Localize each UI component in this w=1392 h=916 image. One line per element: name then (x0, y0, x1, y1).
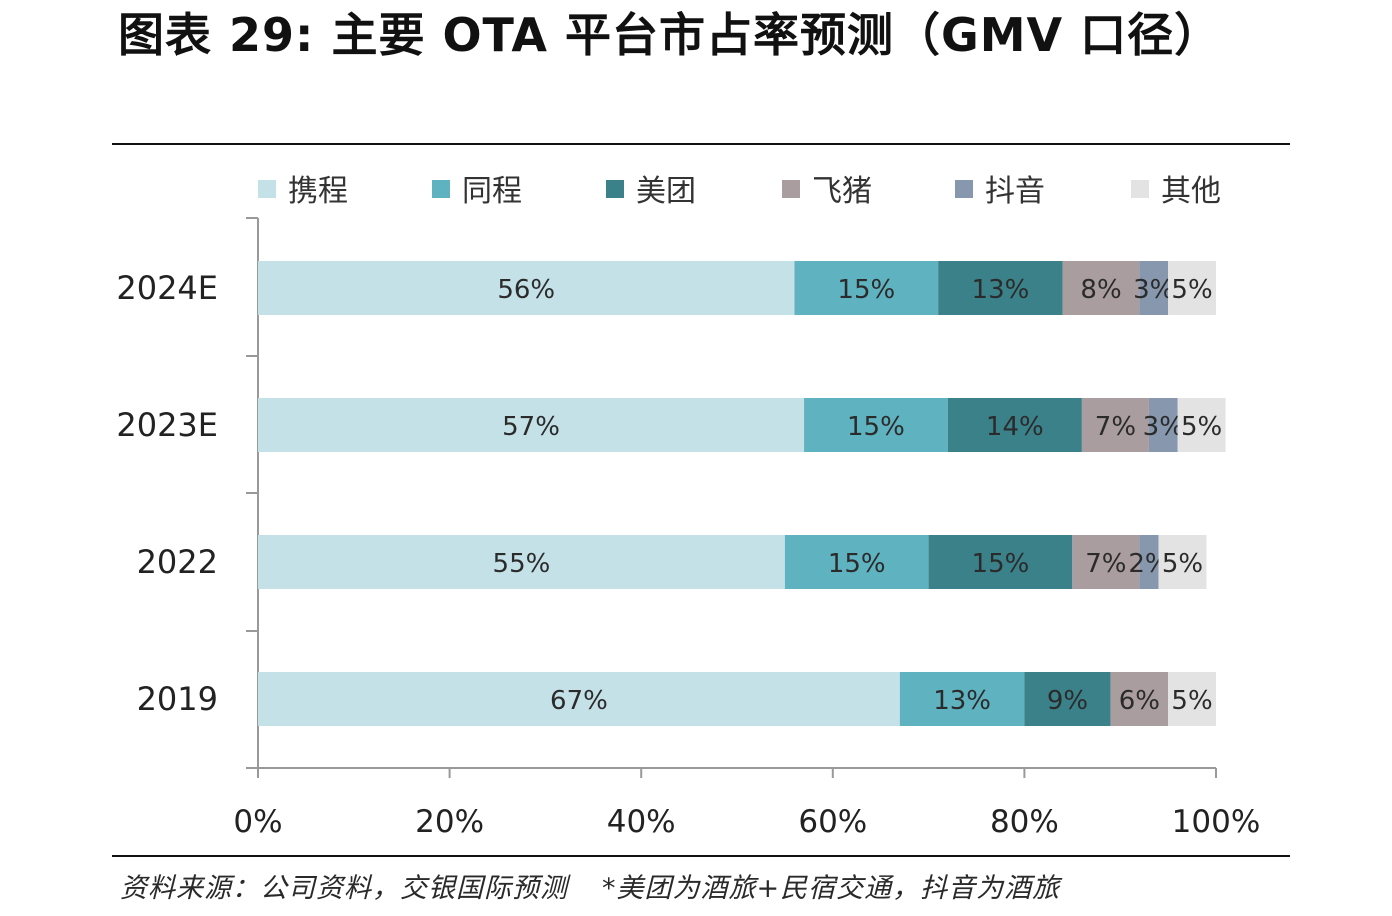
bar-2024e-s5 (1139, 261, 1169, 315)
legend-swatch-3 (606, 180, 624, 198)
bar-label-2022-s4: 7% (1085, 549, 1126, 579)
x-tick-label-40: 40% (607, 804, 676, 840)
bar-label-2019-s2: 13% (933, 686, 991, 716)
x-tick-label-0: 0% (233, 804, 282, 840)
legend-swatch-5 (955, 180, 973, 198)
bar-label-2023e-s4: 7% (1095, 412, 1136, 442)
bar-label-2023e-s5: 3% (1143, 412, 1184, 442)
bar-label-2023e-s2: 15% (847, 412, 905, 442)
bar-label-2019-s3: 9% (1047, 686, 1088, 716)
bar-2024e-s2 (794, 261, 939, 315)
legend-swatch-4 (782, 180, 800, 198)
bar-label-2022-s1: 55% (493, 549, 551, 579)
category-label-2019: 2019 (137, 680, 218, 718)
x-tick-label-100: 100% (1172, 804, 1261, 840)
bar-2019-s3 (1024, 672, 1111, 726)
footer-divider (112, 855, 1290, 857)
legend-label-6: 其他 (1161, 174, 1221, 209)
bar-label-2019-s6: 5% (1171, 686, 1212, 716)
bar-label-2024e-s1: 56% (497, 275, 555, 305)
bar-2022-s4 (1072, 535, 1140, 589)
bar-label-2024e-s2: 15% (837, 275, 895, 305)
legend-label-4: 飞猪 (812, 174, 872, 209)
bar-2023e-s5 (1148, 398, 1178, 452)
chart-title: 图表 29: 主要 OTA 平台市占率预测（GMV 口径） (118, 8, 1222, 62)
bar-label-2022-s3: 15% (972, 549, 1030, 579)
legend-label-1: 携程 (288, 174, 348, 209)
source-note: 资料来源：公司资料，交银国际预测 *美团为酒旅+民宿交通，抖音为酒旅 (120, 866, 1094, 905)
source-text: 资料来源：公司资料，交银国际预测 (120, 873, 568, 904)
legend-swatch-2 (432, 180, 450, 198)
bar-2022-s5 (1139, 535, 1159, 589)
bar-2019-s4 (1110, 672, 1169, 726)
legend-label-3: 美团 (636, 174, 696, 209)
legend: 携程 同程 美团 飞猪 抖音 其他 (258, 174, 1221, 209)
x-tick-label-60: 60% (798, 804, 867, 840)
bar-label-2024e-s4: 8% (1080, 275, 1121, 305)
legend-label-5: 抖音 (985, 174, 1045, 209)
bar-2023e-s1 (258, 398, 805, 452)
bar-2022-s2 (784, 535, 929, 589)
axes: 0% 20% 40% 60% 80% 100% 2024E 2023E 2022 2019 (116, 217, 1261, 840)
legend-label-2: 同程 (462, 174, 522, 209)
bar-2022-s6 (1158, 535, 1207, 589)
bar-label-2024e-s5: 3% (1133, 275, 1174, 305)
bar-label-2023e-s6: 5% (1181, 412, 1222, 442)
legend-swatch-6 (1131, 180, 1149, 198)
category-label-2022: 2022 (137, 543, 218, 581)
bar-2019-s2 (899, 672, 1025, 726)
legend-swatch-1 (258, 180, 276, 198)
bar-2022-s1 (258, 535, 785, 589)
title-divider (112, 143, 1290, 145)
bar-2024e-s1 (258, 261, 795, 315)
bar-2023e-s4 (1081, 398, 1149, 452)
bar-2023e-s3 (947, 398, 1082, 452)
bar-2019-s6 (1168, 672, 1216, 726)
bar-label-2024e-s3: 13% (972, 275, 1030, 305)
bars: 56% 15% 13% 8% 3%5%57% 15% 14% 7% 3%5%55% 15% 15% 7… (258, 261, 1226, 726)
footnote-text: *美团为酒旅+民宿交通，抖音为酒旅 (602, 873, 1061, 904)
bar-label-2022-s6: 5% (1162, 549, 1203, 579)
bar-label-2024e-s6: 5% (1171, 275, 1212, 305)
category-label-2023e: 2023E (116, 406, 218, 444)
bar-label-2023e-s1: 57% (502, 412, 560, 442)
bar-label-2019-s4: 6% (1119, 686, 1160, 716)
bar-2024e-s3 (938, 261, 1063, 315)
bar-label-2022-s2: 15% (828, 549, 886, 579)
bar-2019-s1 (258, 672, 900, 726)
x-tick-label-80: 80% (990, 804, 1059, 840)
bar-2024e-s4 (1062, 261, 1140, 315)
x-tick-label-20: 20% (415, 804, 484, 840)
bar-2022-s3 (928, 535, 1073, 589)
bar-label-2019-s1: 67% (550, 686, 608, 716)
bar-2023e-s2 (804, 398, 948, 452)
bar-2024e-s6 (1168, 261, 1216, 315)
bar-2023e-s6 (1177, 398, 1226, 452)
category-label-2024e: 2024E (116, 269, 218, 307)
bar-label-2023e-s3: 14% (986, 412, 1044, 442)
